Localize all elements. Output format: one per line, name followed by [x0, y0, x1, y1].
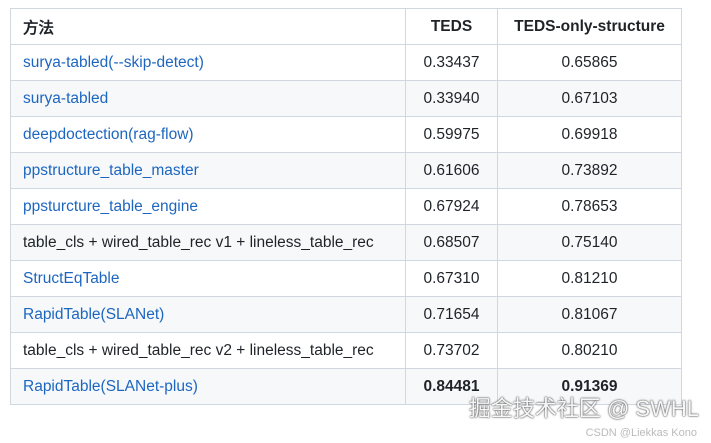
table-cell: 0.80210	[497, 332, 682, 369]
cell-text: 0.73892	[561, 161, 618, 179]
table-cell: 0.68507	[405, 224, 498, 261]
cell-text: 0.67310	[423, 269, 480, 287]
table-row: ppstructure_table_master 0.61606 0.73892	[10, 152, 682, 189]
table-cell: ppsturcture_table_engine	[10, 188, 406, 225]
cell-text: 0.91369	[561, 377, 618, 395]
table-row: deepdoctection(rag-flow) 0.59975 0.69918	[10, 116, 682, 153]
method-link[interactable]: ppstructure_table_master	[23, 161, 199, 179]
cell-text: 0.33437	[423, 53, 480, 71]
method-link[interactable]: StructEqTable	[23, 269, 120, 287]
table-cell: 0.33940	[405, 80, 498, 117]
table-row: table_cls + wired_table_rec v2 + lineles…	[10, 332, 682, 369]
table-cell: 0.73702	[405, 332, 498, 369]
table-row: table_cls + wired_table_rec v1 + lineles…	[10, 224, 682, 261]
header-cell: TEDS	[405, 8, 498, 45]
table-row: RapidTable(SLANet-plus) 0.84481 0.91369	[10, 368, 682, 405]
table-cell: 0.67924	[405, 188, 498, 225]
table-cell: table_cls + wired_table_rec v2 + lineles…	[10, 332, 406, 369]
method-link[interactable]: deepdoctection(rag-flow)	[23, 125, 194, 143]
table-cell: StructEqTable	[10, 260, 406, 297]
table-row: RapidTable(SLANet) 0.71654 0.81067	[10, 296, 682, 333]
table-cell: surya-tabled	[10, 80, 406, 117]
cell-text: table_cls + wired_table_rec v2 + lineles…	[23, 341, 374, 359]
cell-text: 0.33940	[423, 89, 480, 107]
cell-text: 0.69918	[561, 125, 618, 143]
header-row: 方法 TEDS TEDS-only-structure	[10, 8, 682, 45]
table-cell: 0.69918	[497, 116, 682, 153]
table-cell: 0.33437	[405, 44, 498, 81]
method-link[interactable]: surya-tabled(--skip-detect)	[23, 53, 204, 71]
cell-text: 0.71654	[423, 305, 480, 323]
cell-text: 0.75140	[561, 233, 618, 251]
table-cell: 0.67310	[405, 260, 498, 297]
cell-text: 0.84481	[423, 377, 480, 395]
table-row: StructEqTable 0.67310 0.81210	[10, 260, 682, 297]
table-cell: 0.78653	[497, 188, 682, 225]
cell-text: 0.80210	[561, 341, 618, 359]
table-row: ppsturcture_table_engine 0.67924 0.78653	[10, 188, 682, 225]
table-cell: 0.75140	[497, 224, 682, 261]
watermark: 掘金技术社区 @ SWHL	[468, 396, 699, 421]
table-cell: 0.65865	[497, 44, 682, 81]
table-cell: 0.81067	[497, 296, 682, 333]
table-cell: 0.91369	[497, 368, 682, 405]
cell-text: 0.61606	[423, 161, 480, 179]
table-cell: 0.73892	[497, 152, 682, 189]
table-cell: RapidTable(SLANet)	[10, 296, 406, 333]
cell-text: 0.67924	[423, 197, 480, 215]
method-link[interactable]: RapidTable(SLANet-plus)	[23, 377, 198, 395]
cell-text: 0.78653	[561, 197, 618, 215]
table-cell: 0.71654	[405, 296, 498, 333]
table-cell: deepdoctection(rag-flow)	[10, 116, 406, 153]
table-cell: table_cls + wired_table_rec v1 + lineles…	[10, 224, 406, 261]
table-cell: ppstructure_table_master	[10, 152, 406, 189]
cell-text: 0.81067	[561, 305, 618, 323]
cell-text: 0.65865	[561, 53, 618, 71]
table-cell: 0.67103	[497, 80, 682, 117]
method-link[interactable]: surya-tabled	[23, 89, 109, 107]
cell-text: 0.73702	[423, 341, 480, 359]
method-link[interactable]: RapidTable(SLANet)	[23, 305, 165, 323]
method-link[interactable]: ppsturcture_table_engine	[23, 197, 198, 215]
cell-text: 0.67103	[561, 89, 618, 107]
cell-text: table_cls + wired_table_rec v1 + lineles…	[23, 233, 374, 251]
table-cell: 0.61606	[405, 152, 498, 189]
cell-text: 0.68507	[423, 233, 480, 251]
table-cell: 0.59975	[405, 116, 498, 153]
table-row: surya-tabled(--skip-detect) 0.33437 0.6586…	[10, 44, 682, 81]
table-cell: surya-tabled(--skip-detect)	[10, 44, 406, 81]
table-row: surya-tabled 0.33940 0.67103	[10, 80, 682, 117]
header-cell: TEDS-only-structure	[497, 8, 682, 45]
table-cell: RapidTable(SLANet-plus)	[10, 368, 406, 405]
cell-text: 0.81210	[561, 269, 618, 287]
table-cell: 0.81210	[497, 260, 682, 297]
results-table: 方法 TEDS TEDS-only-structure surya-tabled(-…	[10, 8, 682, 405]
cell-text: 0.59975	[423, 125, 480, 143]
watermark-sub: CSDN @Liekkas Kono	[585, 427, 697, 439]
header-cell: 方法	[10, 8, 406, 45]
